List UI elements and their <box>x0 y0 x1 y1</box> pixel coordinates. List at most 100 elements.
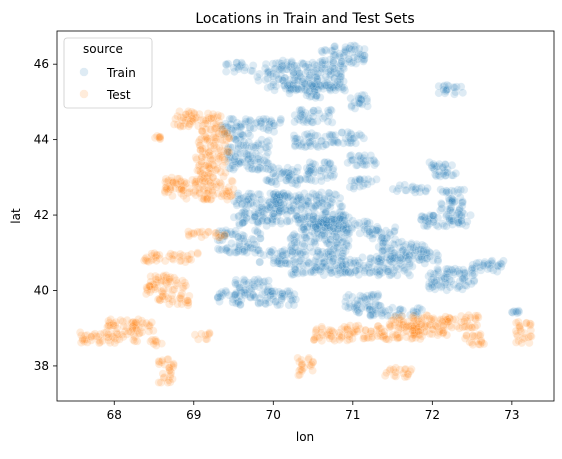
point-train <box>407 183 417 192</box>
point-train <box>433 213 443 222</box>
point-train <box>275 173 285 183</box>
point-train <box>288 178 297 188</box>
point-train <box>363 180 372 189</box>
point-train <box>456 216 466 226</box>
point-train <box>240 157 249 167</box>
point-train <box>329 64 339 74</box>
point-train <box>274 164 283 173</box>
point-train <box>453 283 462 293</box>
point-test <box>192 155 201 164</box>
point-train <box>308 165 318 174</box>
point-train <box>353 160 362 170</box>
point-train <box>326 70 335 80</box>
point-train <box>298 77 307 86</box>
point-train <box>246 160 256 169</box>
point-train <box>269 163 278 173</box>
point-train <box>234 139 243 149</box>
point-train <box>263 148 273 157</box>
point-train <box>360 160 369 170</box>
point-train <box>331 85 340 95</box>
point-train <box>345 57 354 66</box>
point-train <box>447 198 457 207</box>
point-train <box>441 85 451 95</box>
point-train <box>291 179 300 189</box>
point-train <box>276 216 285 226</box>
point-train <box>296 112 306 122</box>
point-train <box>290 140 300 150</box>
point-test <box>197 329 206 339</box>
point-train <box>337 57 347 67</box>
point-train <box>310 85 319 95</box>
point-train <box>234 142 243 151</box>
point-train <box>313 106 323 115</box>
point-train <box>316 68 326 77</box>
point-train <box>301 62 310 71</box>
point-train <box>459 185 469 195</box>
point-train <box>313 68 323 78</box>
point-test <box>427 329 437 339</box>
point-test <box>183 296 192 305</box>
point-train <box>280 73 289 83</box>
point-train <box>313 74 322 84</box>
point-train <box>236 120 246 129</box>
point-train <box>336 53 345 62</box>
point-train <box>256 118 266 127</box>
point-train <box>295 115 305 125</box>
point-train <box>297 142 306 151</box>
point-train <box>318 82 327 91</box>
point-train <box>269 127 279 136</box>
point-train <box>402 186 411 195</box>
point-train <box>336 61 345 71</box>
point-train <box>390 223 400 232</box>
point-train <box>297 58 307 68</box>
point-train <box>312 141 322 151</box>
point-train <box>239 141 248 150</box>
point-train <box>354 49 364 58</box>
point-train <box>351 138 360 148</box>
point-test <box>216 111 225 121</box>
point-test <box>472 320 482 330</box>
point-train <box>290 134 299 143</box>
point-train <box>224 143 233 152</box>
point-train <box>365 227 374 237</box>
point-train <box>298 60 308 69</box>
point-train <box>335 51 344 61</box>
point-train <box>281 73 290 83</box>
point-train <box>325 240 334 249</box>
point-train <box>305 137 315 147</box>
point-train <box>449 187 459 196</box>
point-train <box>445 198 454 208</box>
point-train <box>330 83 340 93</box>
point-train <box>294 76 303 85</box>
point-train <box>320 112 330 122</box>
point-train <box>265 123 274 132</box>
point-train <box>236 158 246 167</box>
point-train <box>354 94 364 103</box>
point-train <box>224 157 233 166</box>
point-train <box>328 137 337 146</box>
point-train <box>292 72 302 81</box>
point-train <box>353 54 363 64</box>
point-train <box>267 162 277 171</box>
point-train <box>237 129 246 139</box>
point-train <box>240 119 249 129</box>
point-train <box>425 219 434 229</box>
point-train <box>328 46 337 56</box>
point-train <box>354 98 363 108</box>
point-train <box>324 159 334 169</box>
point-train <box>343 303 353 313</box>
point-test <box>142 256 152 266</box>
point-test <box>389 365 398 374</box>
point-train <box>312 72 321 82</box>
point-train <box>321 140 330 149</box>
point-test <box>155 294 164 304</box>
point-train <box>313 142 323 152</box>
point-train <box>322 81 332 90</box>
point-train <box>289 131 299 140</box>
point-train <box>297 85 306 94</box>
point-train <box>339 138 348 148</box>
point-train <box>291 265 300 274</box>
point-train <box>444 194 454 203</box>
point-train <box>305 158 315 167</box>
point-train <box>263 83 272 92</box>
